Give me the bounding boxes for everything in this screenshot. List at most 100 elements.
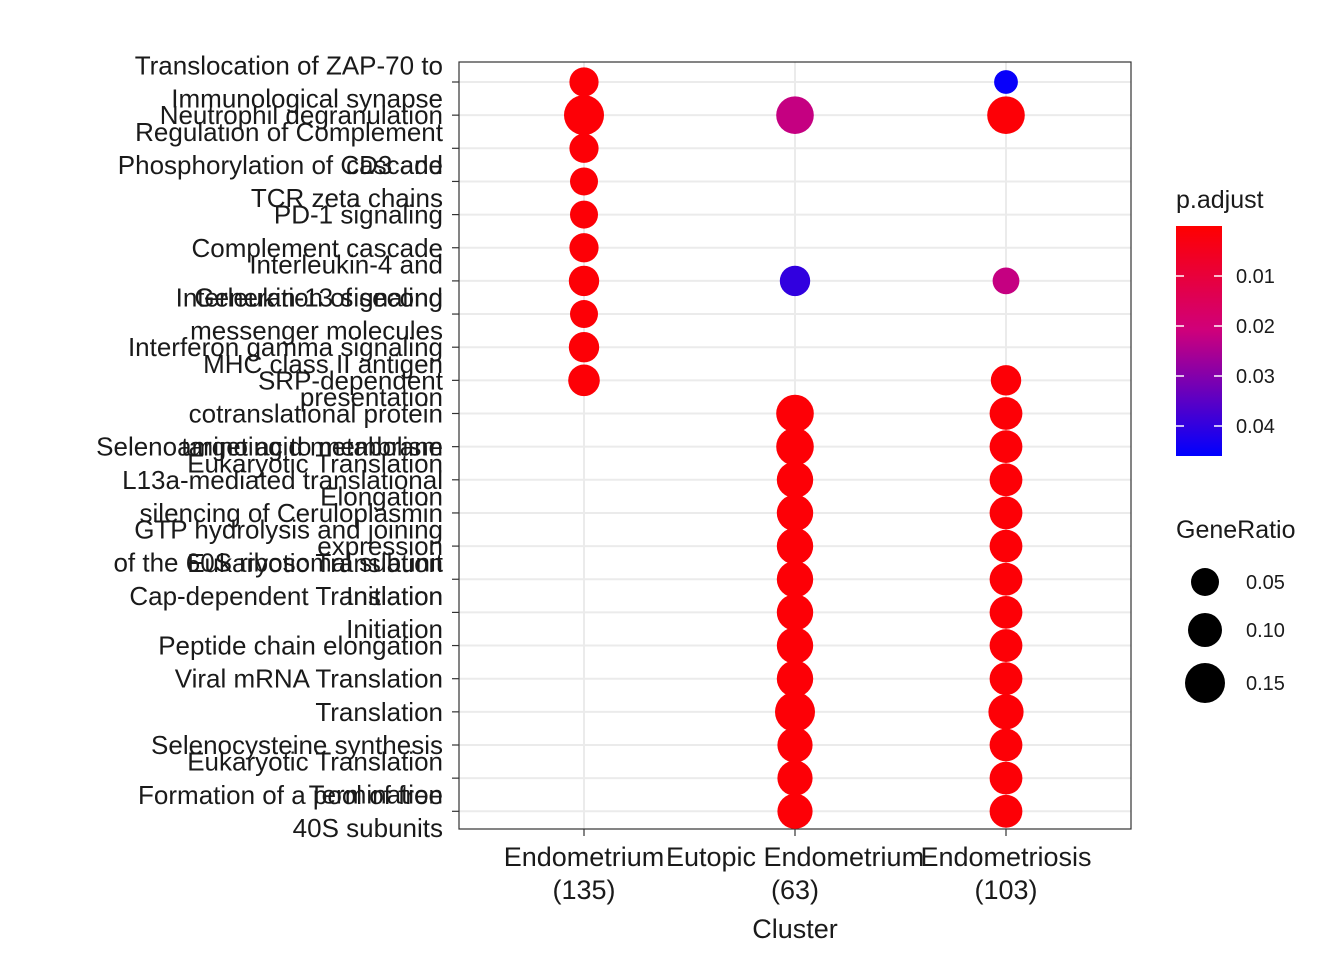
legend-generatio-label: 0.15 xyxy=(1246,673,1285,695)
x-axis-title: Cluster xyxy=(752,914,838,944)
legend-padjust-tick-label: 0.02 xyxy=(1236,316,1275,338)
legend-generatio-label: 0.10 xyxy=(1246,620,1285,642)
data-point xyxy=(568,364,600,397)
data-point xyxy=(989,529,1023,563)
y-tick-label: SRP-dependent xyxy=(258,366,444,396)
x-axis-ticks xyxy=(583,829,1007,836)
data-point xyxy=(776,427,814,466)
data-point xyxy=(994,70,1018,94)
y-tick-label: Generation of second xyxy=(194,283,443,313)
data-point xyxy=(989,728,1023,762)
y-tick-label: L13a-mediated translational xyxy=(122,465,443,495)
y-tick-label: messenger molecules xyxy=(190,316,443,346)
data-point xyxy=(987,96,1025,134)
y-tick-label: Viral mRNA Translation xyxy=(175,664,443,694)
data-point xyxy=(569,233,599,263)
y-tick-label: Interferon gamma signaling xyxy=(128,332,443,362)
data-point xyxy=(779,265,811,297)
y-tick-label: GTP hydrolysis and joining xyxy=(134,515,443,545)
x-tick-label: Endometriosis xyxy=(920,842,1091,872)
y-tick-label: Immunological synapse xyxy=(171,84,443,114)
legend-padjust-tick-label: 0.04 xyxy=(1236,416,1275,438)
x-tick-label: (135) xyxy=(552,875,615,905)
y-tick-label: Initiation xyxy=(346,581,443,611)
y-tick-label: Termination xyxy=(309,780,443,810)
y-tick-label: Formation of a pool of free xyxy=(138,780,443,810)
data-point xyxy=(989,794,1023,828)
data-point xyxy=(564,95,604,136)
y-tick-label: presentation xyxy=(300,382,443,412)
y-tick-label: Eukaryotic Translation xyxy=(187,747,443,777)
data-point xyxy=(569,67,599,97)
x-tick-label: Endometrium xyxy=(504,842,665,872)
y-tick-label: Selenoamino acid metabolism xyxy=(96,432,443,462)
x-tick-label: (63) xyxy=(771,875,819,905)
data-point xyxy=(776,594,814,631)
y-axis-labels: Translocation of ZAP-70 toImmunological … xyxy=(96,51,444,843)
data-point xyxy=(989,463,1023,497)
data-points xyxy=(564,67,1025,829)
y-tick-label: Interleukin-4 and xyxy=(249,249,443,279)
data-point xyxy=(776,527,814,565)
legend-padjust-tick-label: 0.01 xyxy=(1236,266,1275,288)
y-tick-label: Initiation xyxy=(346,614,443,644)
data-point xyxy=(989,397,1023,430)
y-tick-label: Cap-dependent Translation xyxy=(129,581,443,611)
data-point xyxy=(568,332,600,363)
y-tick-label: Selenocysteine synthesis xyxy=(151,730,443,760)
y-tick-label: Neutrophil degranulation xyxy=(160,100,443,130)
x-axis-labels: Endometrium(135) Eutopic Endometrium(63) E… xyxy=(504,842,1092,905)
data-point xyxy=(775,691,815,732)
legend-padjust-title: p.adjust xyxy=(1176,186,1264,214)
y-tick-label: PD-1 signaling xyxy=(274,200,443,230)
y-tick-label: expression xyxy=(317,531,443,561)
data-point xyxy=(989,562,1023,596)
data-point xyxy=(568,265,600,297)
y-tick-label: cascade xyxy=(346,150,443,180)
y-tick-label: cotranslational protein xyxy=(189,399,443,429)
data-point xyxy=(569,133,599,163)
data-point xyxy=(570,167,598,196)
y-tick-label: Peptide chain elongation xyxy=(158,631,443,661)
legend-generatio-circle xyxy=(1188,613,1222,647)
legend-padjust-ticks: 0.01 0.02 0.03 0.04 xyxy=(1176,266,1275,438)
y-tick-label: targeting to membrane xyxy=(181,432,443,462)
data-point xyxy=(570,300,598,329)
legend-generatio-items: 0.05 0.10 0.15 xyxy=(1185,568,1285,703)
legend-padjust: p.adjust 0.01 0.02 0.03 0.04 xyxy=(1176,186,1275,456)
data-point xyxy=(776,627,814,664)
y-tick-label: Regulation of Complement xyxy=(135,117,444,147)
y-tick-label: Translation xyxy=(315,697,443,727)
x-tick-label: (103) xyxy=(974,875,1037,905)
legend-generatio-circle xyxy=(1185,663,1225,703)
legend-generatio-label: 0.05 xyxy=(1246,572,1285,594)
y-axis-ticks xyxy=(452,81,459,812)
y-tick-label: of the 60S ribosomal subunit xyxy=(113,548,443,578)
legend-padjust-tick-label: 0.03 xyxy=(1236,366,1275,388)
x-tick-label: Eutopic Endometrium xyxy=(666,842,924,872)
data-point xyxy=(777,793,813,829)
y-tick-label: Phosphorylation of CD3 and xyxy=(118,150,443,180)
data-point xyxy=(989,596,1023,629)
data-point xyxy=(992,267,1020,295)
legend-generatio-title: GeneRatio xyxy=(1176,516,1296,544)
data-point xyxy=(989,761,1023,795)
y-tick-label: Interleukin-13 signaling xyxy=(176,282,443,312)
data-point xyxy=(776,494,814,532)
y-tick-label: Translocation of ZAP-70 to xyxy=(135,51,443,81)
data-point xyxy=(776,394,814,433)
data-point xyxy=(777,760,813,796)
y-tick-label: Eukaryotic Translation xyxy=(187,448,443,478)
data-point xyxy=(990,365,1022,396)
data-point xyxy=(989,496,1023,530)
data-point xyxy=(776,561,814,598)
y-tick-label: 40S subunits xyxy=(293,813,443,843)
data-point xyxy=(777,727,813,763)
data-point xyxy=(988,694,1024,730)
y-tick-label: Elongation xyxy=(320,481,443,511)
data-point xyxy=(989,662,1023,696)
y-tick-label: Eukaryotic Translation xyxy=(187,548,443,578)
y-tick-label: Complement cascade xyxy=(192,233,443,263)
data-point xyxy=(776,461,814,498)
